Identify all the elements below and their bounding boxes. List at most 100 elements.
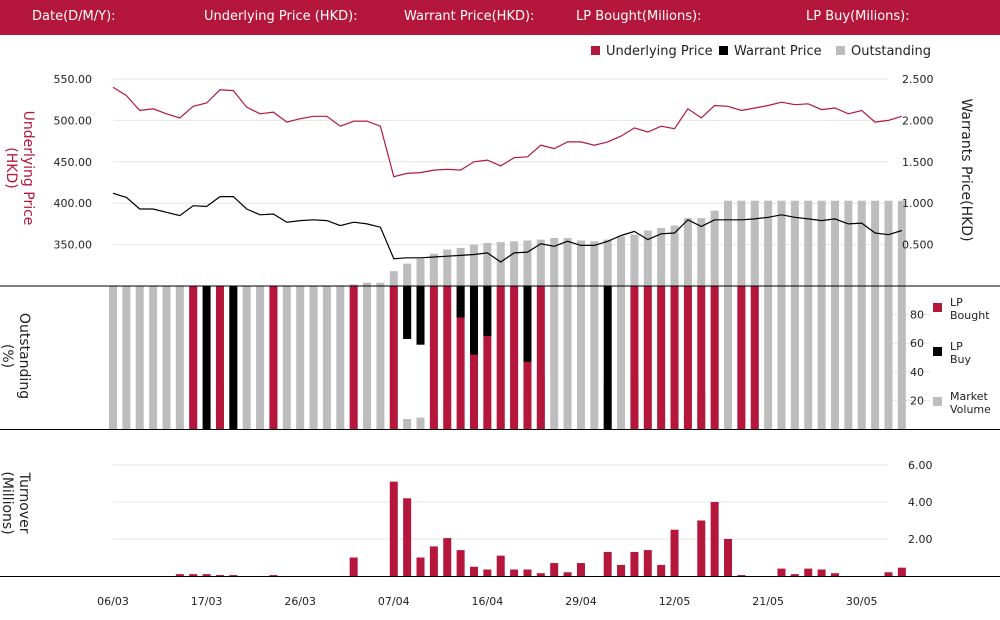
outstanding-bar [724, 200, 733, 286]
turnover-bar [443, 538, 452, 576]
x-tick-label: 26/03 [284, 595, 316, 608]
axis-title-line: Underlying Price [20, 111, 36, 226]
outstanding-bar [697, 218, 706, 286]
outstanding-bar [603, 239, 612, 286]
market-volume-bar [804, 286, 813, 429]
lp-bought-bar [510, 286, 519, 429]
axis-title-line: Outstanding [16, 313, 32, 399]
legend-label: Underlying Price [606, 44, 713, 59]
right-axis-title: Warrants Price(HKD) [958, 98, 974, 241]
outstanding-bar [456, 247, 465, 286]
market-volume-bar [576, 286, 585, 429]
outstanding-bar [349, 284, 358, 286]
market-volume-bar [162, 286, 171, 429]
axis-title-line: (Millions) [0, 471, 15, 534]
market-volume-bar [884, 286, 893, 429]
turnover-bar [483, 569, 492, 576]
turnover-tick-label: 6.00 [908, 459, 933, 472]
lp-bought-bar [496, 286, 505, 429]
market-volume-bar [149, 286, 158, 429]
lp-bought-bar [683, 286, 692, 429]
market-volume-bar [416, 417, 425, 430]
outstanding-bar [496, 242, 505, 286]
market-volume-bar [135, 286, 144, 429]
outstanding-axis-title: Outstanding(%) [0, 313, 32, 399]
turnover-bar [496, 555, 505, 576]
outstanding-bar [643, 230, 652, 286]
turnover-bar [550, 563, 559, 576]
market-volume-bar [376, 286, 385, 429]
turnover-bar [630, 551, 639, 576]
x-tick-label: 17/03 [191, 595, 223, 608]
lp-buy-bar [416, 286, 425, 345]
lp-bought-bar [389, 286, 398, 429]
market-volume-bar [617, 286, 626, 429]
turnover-tick-label: 4.00 [908, 496, 933, 509]
turnover-bar [617, 564, 626, 576]
lp-bought-bar [750, 286, 759, 429]
turnover-bar [830, 573, 839, 576]
lp-buy-bar [202, 286, 211, 429]
turnover-bar [670, 529, 679, 576]
market-volume-bar [844, 286, 853, 429]
outstanding-bar [403, 263, 412, 286]
market-volume-bar [122, 286, 131, 429]
legend-swatch [933, 347, 942, 356]
header-label: LP Buy(Milions): [806, 9, 910, 24]
legend-swatch [933, 397, 942, 406]
market-volume-bar [336, 286, 345, 429]
header-label: Date(D/M/Y): [32, 9, 116, 24]
turnover-bar [643, 550, 652, 576]
market-volume-bar [550, 286, 559, 429]
turnover-bar [777, 568, 786, 576]
turnover-bar [790, 574, 799, 576]
turnover-bar [817, 569, 826, 576]
left-tick-label: 350.00 [54, 239, 93, 252]
legend-label-line: Bought [950, 309, 990, 322]
underlying-price-line [112, 86, 902, 178]
outstanding-bar [804, 200, 813, 286]
turnover-bar [563, 572, 572, 576]
turnover-bar [349, 557, 358, 576]
lp-bought-bar [456, 286, 465, 429]
outstanding-bar [630, 234, 639, 286]
outstanding-bar [389, 271, 398, 286]
turnover-bar [229, 575, 238, 576]
outstanding-tick-label: 20 [910, 394, 924, 407]
lp-buy-bar [229, 286, 238, 429]
legend-label-line: LP [950, 296, 963, 309]
market-volume-bar [817, 286, 826, 429]
outstanding-bar [871, 200, 880, 286]
turnover-bar [416, 557, 425, 576]
outstanding-bar [376, 282, 385, 286]
turnover-tick-label: 2.00 [908, 533, 933, 546]
legend-label-line: Market [950, 390, 988, 403]
legend-label: Warrant Price [734, 44, 822, 59]
legend-swatch [719, 46, 728, 55]
turnover-bar [510, 569, 519, 576]
x-tick-label: 06/03 [97, 595, 129, 608]
lp-buy-bar [483, 286, 492, 337]
outstanding-tick-label: 60 [910, 337, 924, 350]
lp-bought-bar [483, 286, 492, 429]
market-volume-bar [830, 286, 839, 429]
market-volume-bar [242, 286, 251, 429]
market-volume-bar [322, 286, 331, 429]
outstanding-bar [536, 239, 545, 286]
lp-bought-bar [429, 286, 438, 429]
header-label: Warrant Price(HKD): [404, 9, 535, 24]
lp-bought-bar [737, 286, 746, 429]
right-tick-label: 2.000 [902, 114, 934, 127]
turnover-bar [724, 539, 733, 576]
legend-label-line: LP [950, 340, 963, 353]
header-label: Underlying Price (HKD): [204, 9, 358, 24]
lp-buy-bar [456, 286, 465, 318]
outstanding-bar [737, 200, 746, 286]
market-volume-bar [109, 286, 117, 429]
outstanding-bar [429, 253, 438, 286]
outstanding-bar [710, 210, 719, 286]
outstanding-bar [563, 237, 572, 286]
outstanding-bar [817, 200, 826, 286]
x-tick-label: 30/05 [846, 595, 878, 608]
